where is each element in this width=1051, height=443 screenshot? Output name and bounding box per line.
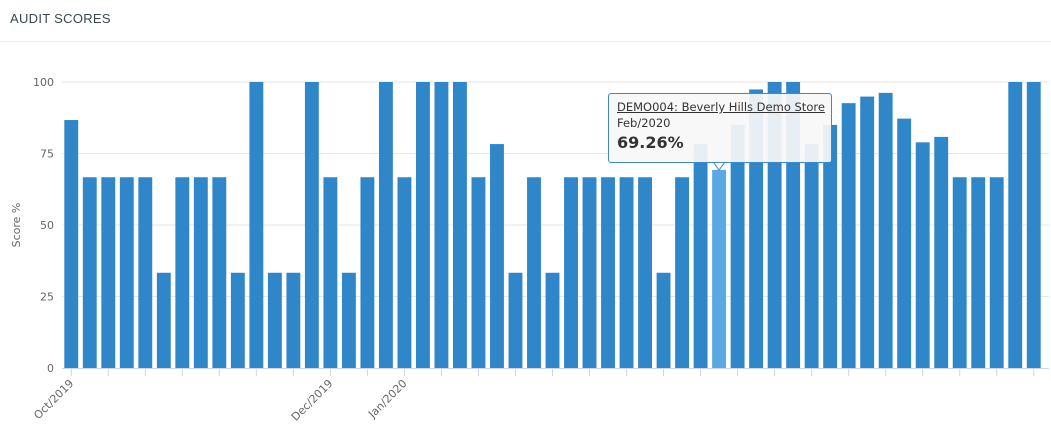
panel-title: AUDIT SCORES (10, 11, 111, 26)
bar[interactable] (304, 82, 319, 368)
bar[interactable] (490, 144, 504, 368)
y-tick-label: 100 (33, 76, 54, 89)
bar[interactable] (656, 272, 671, 368)
bar[interactable] (360, 177, 375, 368)
bar[interactable] (64, 120, 79, 369)
y-tick-label: 0 (47, 362, 54, 375)
bar[interactable] (82, 177, 97, 368)
bar[interactable] (860, 96, 875, 368)
bar[interactable] (823, 124, 838, 369)
bar[interactable] (415, 82, 430, 368)
bar[interactable] (971, 177, 986, 368)
bar[interactable] (545, 272, 560, 368)
bar[interactable] (397, 177, 412, 368)
bar[interactable] (212, 177, 227, 368)
bar[interactable] (471, 177, 486, 368)
bar[interactable] (156, 272, 171, 368)
y-tick-label: 25 (40, 291, 54, 304)
y-axis-title: Score % (10, 203, 23, 248)
bar[interactable] (453, 82, 467, 368)
y-tick-label: 50 (40, 219, 54, 232)
bar[interactable] (730, 124, 745, 369)
bar[interactable] (619, 177, 634, 368)
x-tick-label: Jan/2020 (365, 377, 409, 421)
bar[interactable] (675, 177, 690, 368)
bar[interactable] (1026, 82, 1041, 368)
bar[interactable] (508, 272, 523, 368)
bar[interactable] (378, 82, 393, 368)
bar[interactable] (804, 144, 819, 368)
bar[interactable] (119, 177, 134, 368)
bar[interactable] (841, 103, 856, 368)
bar[interactable] (1008, 82, 1023, 368)
x-tick-label: Oct/2019 (31, 377, 76, 422)
tooltip-store-name: DEMO004: Beverly Hills Demo Store (617, 100, 825, 114)
bar[interactable] (952, 177, 967, 368)
bar[interactable] (230, 272, 245, 368)
tooltip-period: Feb/2020 (617, 116, 671, 130)
panel-header: AUDIT SCORES (0, 0, 1051, 42)
bar[interactable] (323, 177, 338, 368)
bar[interactable] (341, 272, 356, 368)
bar[interactable] (601, 177, 615, 368)
bar[interactable] (101, 177, 116, 368)
bar[interactable] (582, 177, 597, 368)
x-tick-label: Dec/2019 (289, 377, 336, 424)
bar[interactable] (527, 177, 541, 368)
bar[interactable] (693, 144, 708, 368)
bar[interactable] (897, 118, 912, 368)
bar[interactable] (193, 177, 208, 368)
bar[interactable] (989, 177, 1004, 368)
bar[interactable] (934, 136, 949, 368)
bar[interactable] (138, 177, 153, 368)
chart-tooltip: DEMO004: Beverly Hills Demo Store Feb/20… (608, 93, 832, 163)
tooltip-value: 69.26% (617, 133, 684, 152)
tooltip-pointer (712, 161, 727, 171)
y-tick-label: 75 (40, 148, 54, 161)
bar[interactable] (267, 272, 282, 368)
bar[interactable] (878, 92, 893, 369)
bar[interactable] (286, 272, 301, 368)
bar[interactable] (638, 177, 652, 368)
bar[interactable] (564, 177, 578, 368)
bar[interactable] (712, 169, 727, 368)
bar[interactable] (249, 82, 264, 368)
bar[interactable] (434, 82, 449, 368)
bar[interactable] (175, 177, 190, 368)
bar[interactable] (915, 142, 930, 368)
